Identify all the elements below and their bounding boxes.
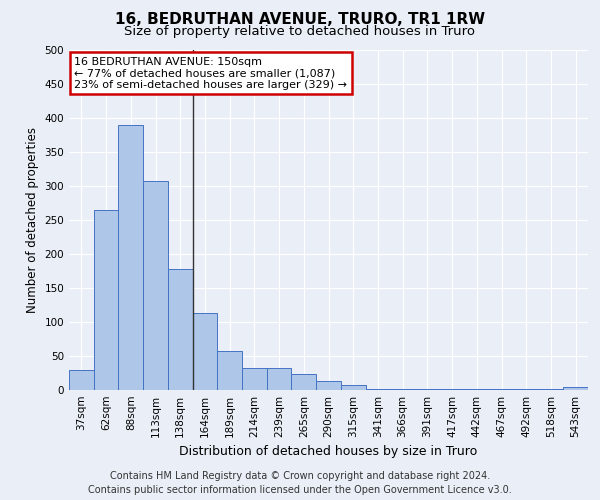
Bar	[267, 368, 292, 390]
Text: 16, BEDRUTHAN AVENUE, TRURO, TR1 1RW: 16, BEDRUTHAN AVENUE, TRURO, TR1 1RW	[115, 12, 485, 28]
Bar	[168, 269, 193, 390]
X-axis label: Distribution of detached houses by size in Truro: Distribution of detached houses by size …	[179, 446, 478, 458]
Text: Contains HM Land Registry data © Crown copyright and database right 2024.
Contai: Contains HM Land Registry data © Crown c…	[88, 471, 512, 495]
Bar	[292, 374, 316, 390]
Bar	[193, 313, 217, 390]
Bar	[316, 381, 341, 390]
Bar	[365, 388, 390, 390]
Bar	[69, 370, 94, 390]
Bar	[143, 181, 168, 390]
Text: Size of property relative to detached houses in Truro: Size of property relative to detached ho…	[125, 25, 476, 38]
Text: 16 BEDRUTHAN AVENUE: 150sqm
← 77% of detached houses are smaller (1,087)
23% of : 16 BEDRUTHAN AVENUE: 150sqm ← 77% of det…	[74, 57, 347, 90]
Bar	[242, 368, 267, 390]
Bar	[341, 385, 365, 390]
Bar	[563, 388, 588, 390]
Bar	[217, 351, 242, 390]
Bar	[390, 388, 415, 390]
Bar	[118, 125, 143, 390]
Bar	[94, 210, 118, 390]
Y-axis label: Number of detached properties: Number of detached properties	[26, 127, 39, 313]
